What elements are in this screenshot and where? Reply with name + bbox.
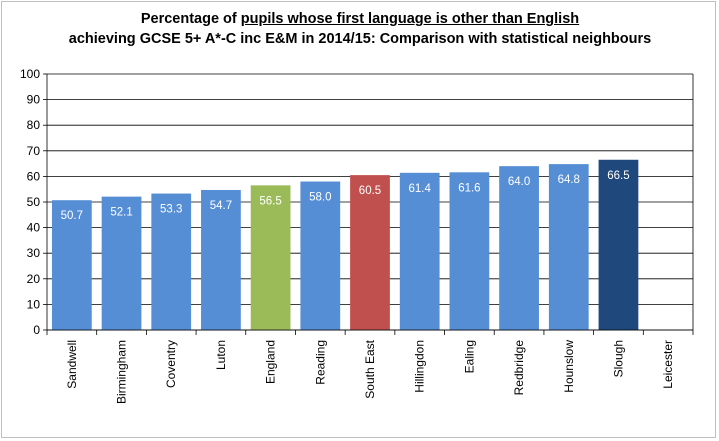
x-tick-label: Hounslow bbox=[562, 340, 576, 393]
data-label: 58.0 bbox=[309, 192, 331, 204]
bar bbox=[499, 166, 539, 330]
bar bbox=[101, 196, 142, 330]
data-label: 64.0 bbox=[508, 176, 530, 188]
x-tick-label: Slough bbox=[611, 340, 625, 377]
data-label: 61.6 bbox=[458, 182, 480, 194]
bar bbox=[449, 172, 490, 330]
y-tick-label: 70 bbox=[27, 144, 41, 158]
title-underlined: pupils whose first language is other tha… bbox=[240, 11, 580, 27]
x-tick-label: Redbridge bbox=[512, 340, 526, 396]
bar bbox=[350, 175, 390, 330]
bar bbox=[51, 200, 92, 330]
data-label: 54.7 bbox=[210, 200, 232, 212]
bar bbox=[548, 164, 589, 330]
y-tick-label: 30 bbox=[27, 246, 41, 260]
x-tick-label: Hillingdon bbox=[413, 340, 427, 393]
bar bbox=[300, 181, 341, 330]
bar bbox=[201, 189, 241, 330]
title-line-2: achieving GCSE 5+ A*-C inc E&M in 2014/1… bbox=[68, 31, 652, 47]
y-tick-label: 50 bbox=[27, 195, 41, 209]
title-prefix: Percentage of bbox=[140, 11, 241, 27]
data-label: 53.3 bbox=[160, 204, 182, 216]
x-tick-label: South East bbox=[363, 339, 377, 398]
bar bbox=[399, 172, 440, 330]
x-tick-label: Luton bbox=[214, 340, 228, 370]
x-tick-label: Ealing bbox=[462, 340, 476, 373]
chart-title: Percentage of pupils whose first languag… bbox=[60, 9, 660, 49]
y-tick-label: 40 bbox=[27, 221, 41, 235]
y-tick-label: 20 bbox=[27, 272, 41, 286]
bar bbox=[598, 159, 639, 330]
y-tick-label: 100 bbox=[20, 67, 40, 81]
x-tick-label: England bbox=[264, 340, 278, 384]
bar bbox=[151, 193, 192, 330]
x-tick-label: Birmingham bbox=[115, 340, 129, 404]
x-tick-label: Leicester bbox=[661, 340, 675, 389]
x-tick-label: Coventry bbox=[164, 340, 178, 388]
y-tick-label: 60 bbox=[27, 169, 41, 183]
y-tick-label: 10 bbox=[27, 297, 41, 311]
y-tick-label: 80 bbox=[27, 118, 41, 132]
data-label: 60.5 bbox=[359, 185, 381, 197]
bar bbox=[250, 185, 291, 330]
data-label: 52.1 bbox=[110, 207, 132, 219]
y-tick-label: 0 bbox=[33, 323, 40, 337]
data-label: 61.4 bbox=[408, 183, 431, 195]
y-tick-label: 90 bbox=[27, 93, 41, 107]
data-label: 64.8 bbox=[558, 174, 580, 186]
data-label: 50.7 bbox=[61, 210, 83, 222]
x-tick-label: Reading bbox=[313, 340, 327, 385]
data-label: 56.5 bbox=[259, 195, 281, 207]
x-tick-label: Sandwell bbox=[65, 340, 79, 389]
data-label: 66.5 bbox=[607, 170, 629, 182]
